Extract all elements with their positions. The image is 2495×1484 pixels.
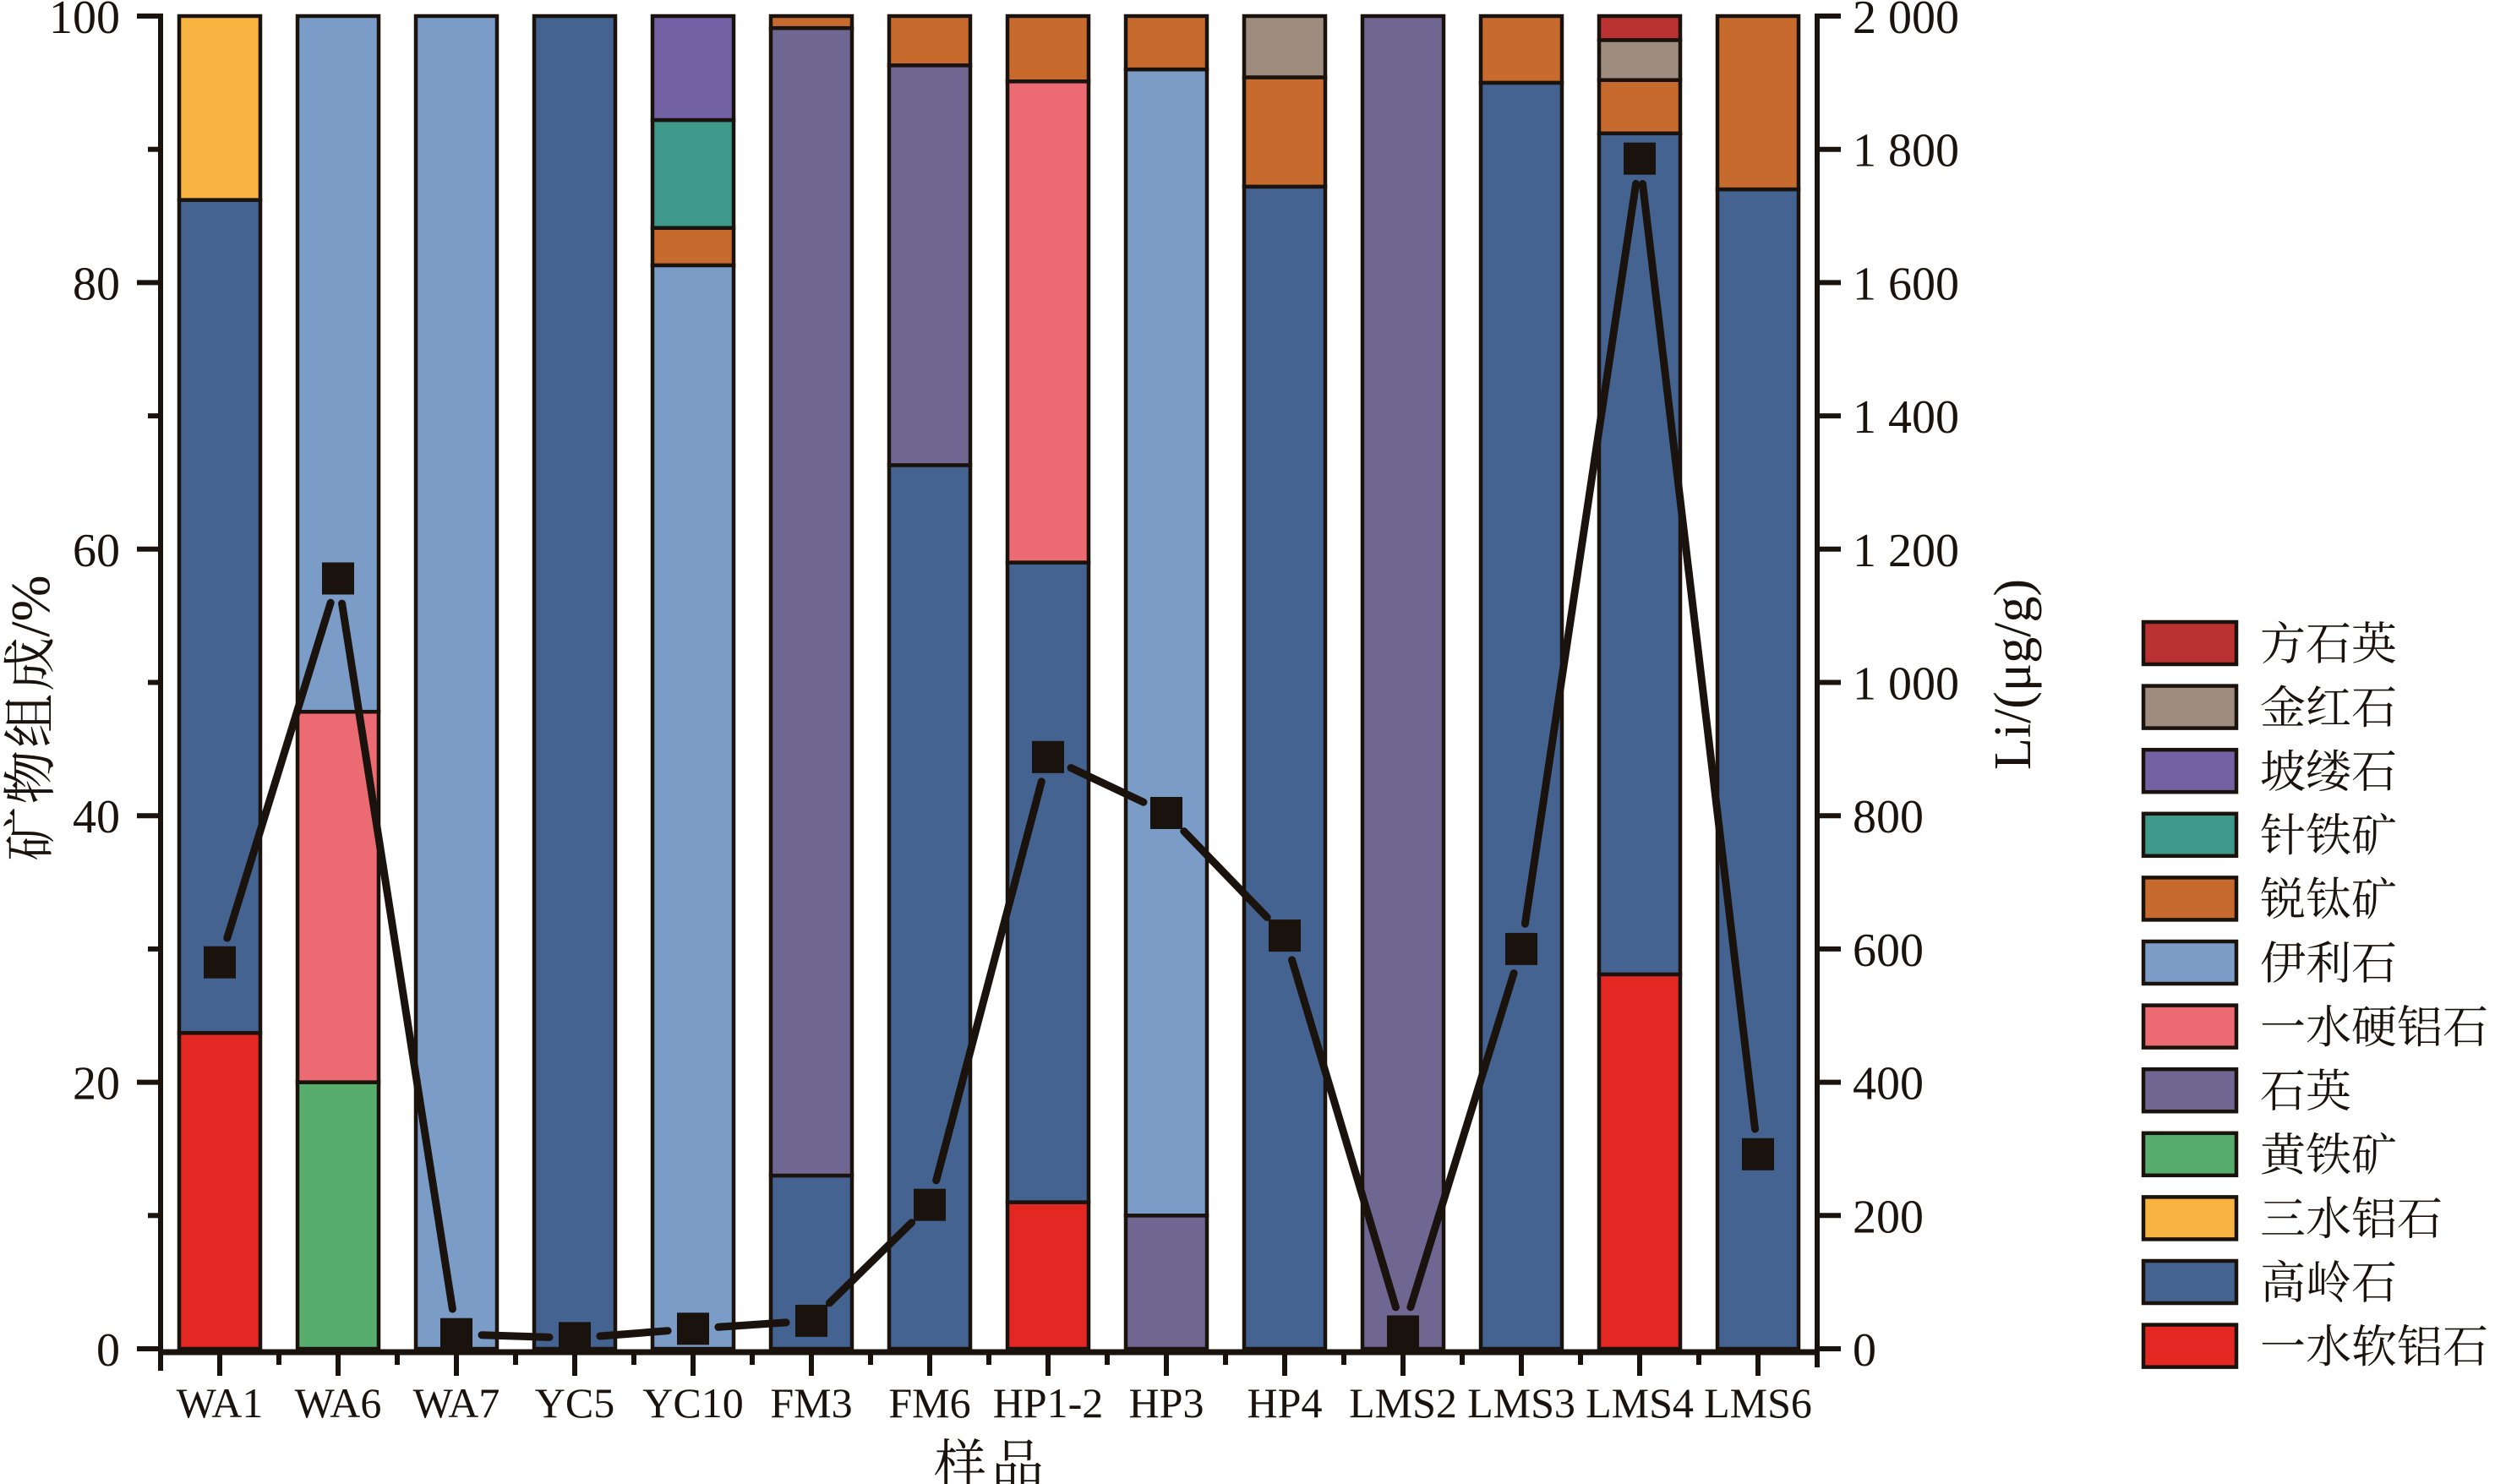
svg-text:600: 600 [1853, 925, 1924, 977]
svg-text:800: 800 [1853, 791, 1924, 843]
svg-text:0: 0 [96, 1324, 120, 1377]
svg-text:1 800: 1 800 [1853, 125, 1959, 177]
svg-text:LMS3: LMS3 [1467, 1379, 1575, 1427]
svg-text:1 000: 1 000 [1853, 658, 1959, 711]
svg-text:200: 200 [1853, 1191, 1924, 1243]
svg-text:60: 60 [73, 525, 120, 577]
svg-text:FM6: FM6 [888, 1379, 970, 1427]
svg-text:WA7: WA7 [413, 1379, 500, 1427]
svg-text:400: 400 [1853, 1058, 1924, 1110]
svg-text:WA6: WA6 [295, 1379, 382, 1427]
svg-text:Li/(μg/g): Li/(μg/g) [1985, 579, 2042, 770]
svg-text:/%: /% [0, 575, 62, 636]
svg-text:0: 0 [1853, 1324, 1876, 1377]
svg-text:YC5: YC5 [535, 1379, 614, 1427]
svg-text:80: 80 [73, 258, 120, 310]
svg-text:1 200: 1 200 [1853, 525, 1959, 577]
svg-text:1 400: 1 400 [1853, 391, 1959, 444]
svg-text:LMS4: LMS4 [1586, 1379, 1694, 1427]
svg-text:LMS6: LMS6 [1704, 1379, 1812, 1427]
svg-text:20: 20 [73, 1058, 120, 1110]
svg-text:FM3: FM3 [770, 1379, 852, 1427]
svg-text:100: 100 [49, 0, 120, 44]
svg-text:HP4: HP4 [1248, 1379, 1323, 1427]
svg-text:LMS2: LMS2 [1349, 1379, 1457, 1427]
svg-text:HP1-2: HP1-2 [993, 1379, 1104, 1427]
svg-text:1 600: 1 600 [1853, 258, 1959, 310]
svg-text:40: 40 [73, 791, 120, 843]
svg-text:YC10: YC10 [642, 1379, 743, 1427]
svg-text:2 000: 2 000 [1853, 0, 1959, 44]
svg-text:HP3: HP3 [1129, 1379, 1204, 1427]
svg-text:WA1: WA1 [177, 1379, 264, 1427]
